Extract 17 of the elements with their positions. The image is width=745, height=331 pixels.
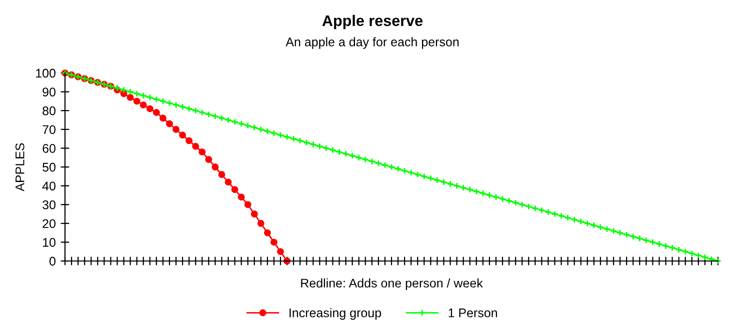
- y-axis-title: APPLES: [15, 143, 24, 192]
- y-tick-label: 80: [42, 106, 56, 116]
- x-axis-title: Redline: Adds one person / week: [301, 278, 483, 290]
- y-tick-label: 50: [42, 162, 56, 172]
- y-tick-label: 40: [42, 182, 56, 190]
- y-tick-label: 100: [36, 68, 56, 78]
- y-tick-label: 30: [42, 200, 56, 210]
- chart-title: Apple reserve: [322, 14, 423, 30]
- y-tick-label: 20: [42, 219, 56, 228]
- legend-label: 1 Person: [448, 308, 498, 318]
- y-tick-label: 70: [42, 125, 56, 134]
- y-tick-label: 90: [42, 88, 56, 96]
- y-tick-label: 0: [50, 256, 56, 266]
- legend-label: Increasing group: [290, 308, 382, 320]
- y-tick-label: 60: [42, 144, 56, 153]
- chart-subtitle: An apple a day for each person: [286, 37, 459, 49]
- y-tick-label: 10: [43, 238, 56, 247]
